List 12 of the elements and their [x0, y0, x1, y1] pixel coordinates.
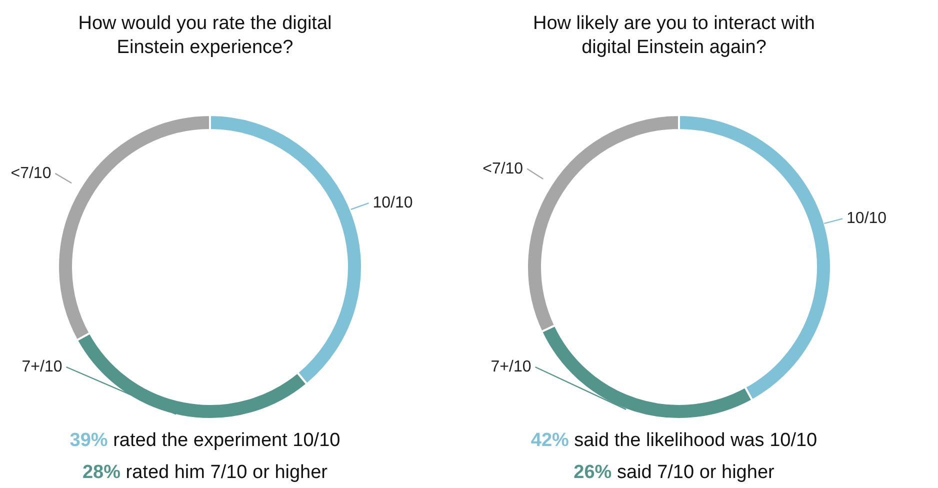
chart-title: How would you rate the digital Einstein experience? [77, 12, 333, 60]
chart-title: How likely are you to interact with digital Einstein again? [532, 12, 816, 60]
slice-label: <7/10 [10, 164, 52, 182]
slice-label: <7/10 [482, 160, 524, 178]
slice-label: 7+/10 [490, 358, 532, 376]
slice-label: 7+/10 [22, 358, 62, 376]
text: 42% said the likelihood was 10/10 [530, 430, 818, 452]
slice-label: 10/10 [372, 194, 413, 212]
slice-label: 10/10 [846, 210, 887, 228]
text: 39% rated the experiment 10/10 [68, 430, 342, 452]
text: 28% rated him 7/10 or higher [81, 462, 329, 484]
text: 26% said 7/10 or higher [572, 462, 776, 484]
